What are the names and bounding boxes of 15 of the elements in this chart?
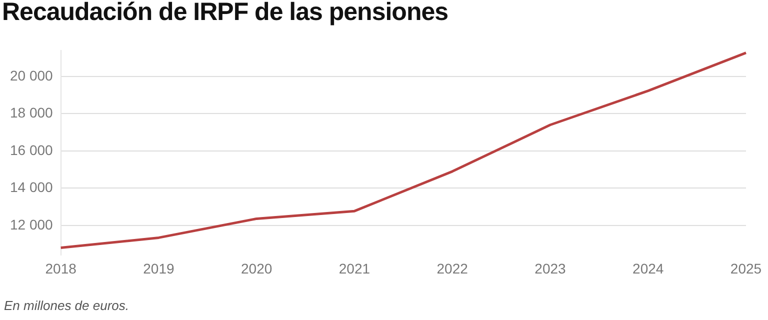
- y-tick-label: 20 000: [10, 67, 54, 84]
- x-tick-label: 2024: [632, 260, 664, 276]
- x-tick-label: 2018: [45, 260, 77, 276]
- y-tick-label: 16 000: [10, 142, 54, 158]
- x-tick-label: 2021: [338, 260, 370, 276]
- x-tick-label: 2022: [436, 260, 468, 276]
- y-tick-label: 18 000: [10, 104, 54, 121]
- x-tick-label: 2020: [241, 260, 272, 276]
- y-tick-label: 12 000: [10, 216, 54, 232]
- y-tick-label: 14 000: [10, 179, 54, 196]
- text: En millones de euros.: [4, 298, 130, 313]
- x-tick-label: 2023: [534, 260, 566, 276]
- x-tick-label: 2025: [730, 260, 762, 276]
- x-tick-label: 2019: [143, 260, 174, 276]
- chart-title: Recaudación de IRPF de las pensiones: [2, 0, 448, 27]
